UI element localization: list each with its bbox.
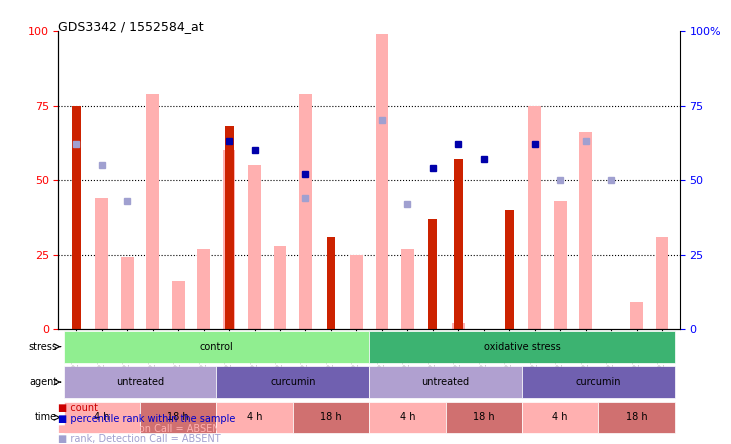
FancyBboxPatch shape: [522, 401, 599, 433]
Text: control: control: [200, 342, 233, 352]
Text: 4 h: 4 h: [400, 412, 415, 422]
FancyBboxPatch shape: [64, 366, 216, 398]
Bar: [579, 132, 592, 329]
Bar: [223, 150, 235, 329]
Bar: [554, 201, 567, 329]
FancyBboxPatch shape: [369, 366, 522, 398]
Bar: [197, 249, 210, 329]
Text: time: time: [35, 412, 57, 422]
Bar: [452, 323, 465, 329]
Bar: [428, 219, 437, 329]
Bar: [249, 165, 261, 329]
FancyBboxPatch shape: [522, 366, 675, 398]
Bar: [121, 258, 134, 329]
Bar: [630, 302, 643, 329]
Text: curcumin: curcumin: [575, 377, 621, 387]
Bar: [72, 106, 80, 329]
FancyBboxPatch shape: [292, 401, 369, 433]
FancyBboxPatch shape: [64, 331, 369, 363]
Text: ■ value, Detection Call = ABSENT: ■ value, Detection Call = ABSENT: [58, 424, 226, 434]
FancyBboxPatch shape: [64, 401, 140, 433]
Bar: [146, 94, 159, 329]
Bar: [299, 94, 312, 329]
Bar: [454, 159, 463, 329]
Bar: [505, 210, 514, 329]
FancyBboxPatch shape: [216, 366, 369, 398]
Bar: [172, 281, 184, 329]
Text: ■ count: ■ count: [58, 403, 99, 413]
Text: stress: stress: [29, 342, 57, 352]
FancyBboxPatch shape: [599, 401, 675, 433]
FancyBboxPatch shape: [369, 401, 446, 433]
FancyBboxPatch shape: [446, 401, 522, 433]
FancyBboxPatch shape: [369, 331, 675, 363]
Text: 4 h: 4 h: [94, 412, 110, 422]
Bar: [376, 34, 388, 329]
Text: 18 h: 18 h: [167, 412, 189, 422]
Text: GDS3342 / 1552584_at: GDS3342 / 1552584_at: [58, 20, 204, 33]
Text: agent: agent: [29, 377, 57, 387]
Text: 18 h: 18 h: [320, 412, 342, 422]
FancyBboxPatch shape: [216, 401, 292, 433]
Text: 4 h: 4 h: [553, 412, 568, 422]
Bar: [273, 246, 287, 329]
FancyBboxPatch shape: [140, 401, 216, 433]
Bar: [401, 249, 414, 329]
Text: untreated: untreated: [422, 377, 469, 387]
Text: untreated: untreated: [116, 377, 164, 387]
Text: oxidative stress: oxidative stress: [484, 342, 561, 352]
Text: curcumin: curcumin: [270, 377, 316, 387]
Bar: [656, 237, 668, 329]
Text: 4 h: 4 h: [247, 412, 262, 422]
Text: 18 h: 18 h: [626, 412, 648, 422]
Bar: [350, 254, 363, 329]
Bar: [96, 198, 108, 329]
Text: ■ rank, Detection Call = ABSENT: ■ rank, Detection Call = ABSENT: [58, 434, 221, 444]
Bar: [529, 106, 541, 329]
Bar: [327, 237, 336, 329]
Text: ■ percentile rank within the sample: ■ percentile rank within the sample: [58, 414, 236, 424]
Bar: [224, 127, 233, 329]
Text: 18 h: 18 h: [473, 412, 495, 422]
